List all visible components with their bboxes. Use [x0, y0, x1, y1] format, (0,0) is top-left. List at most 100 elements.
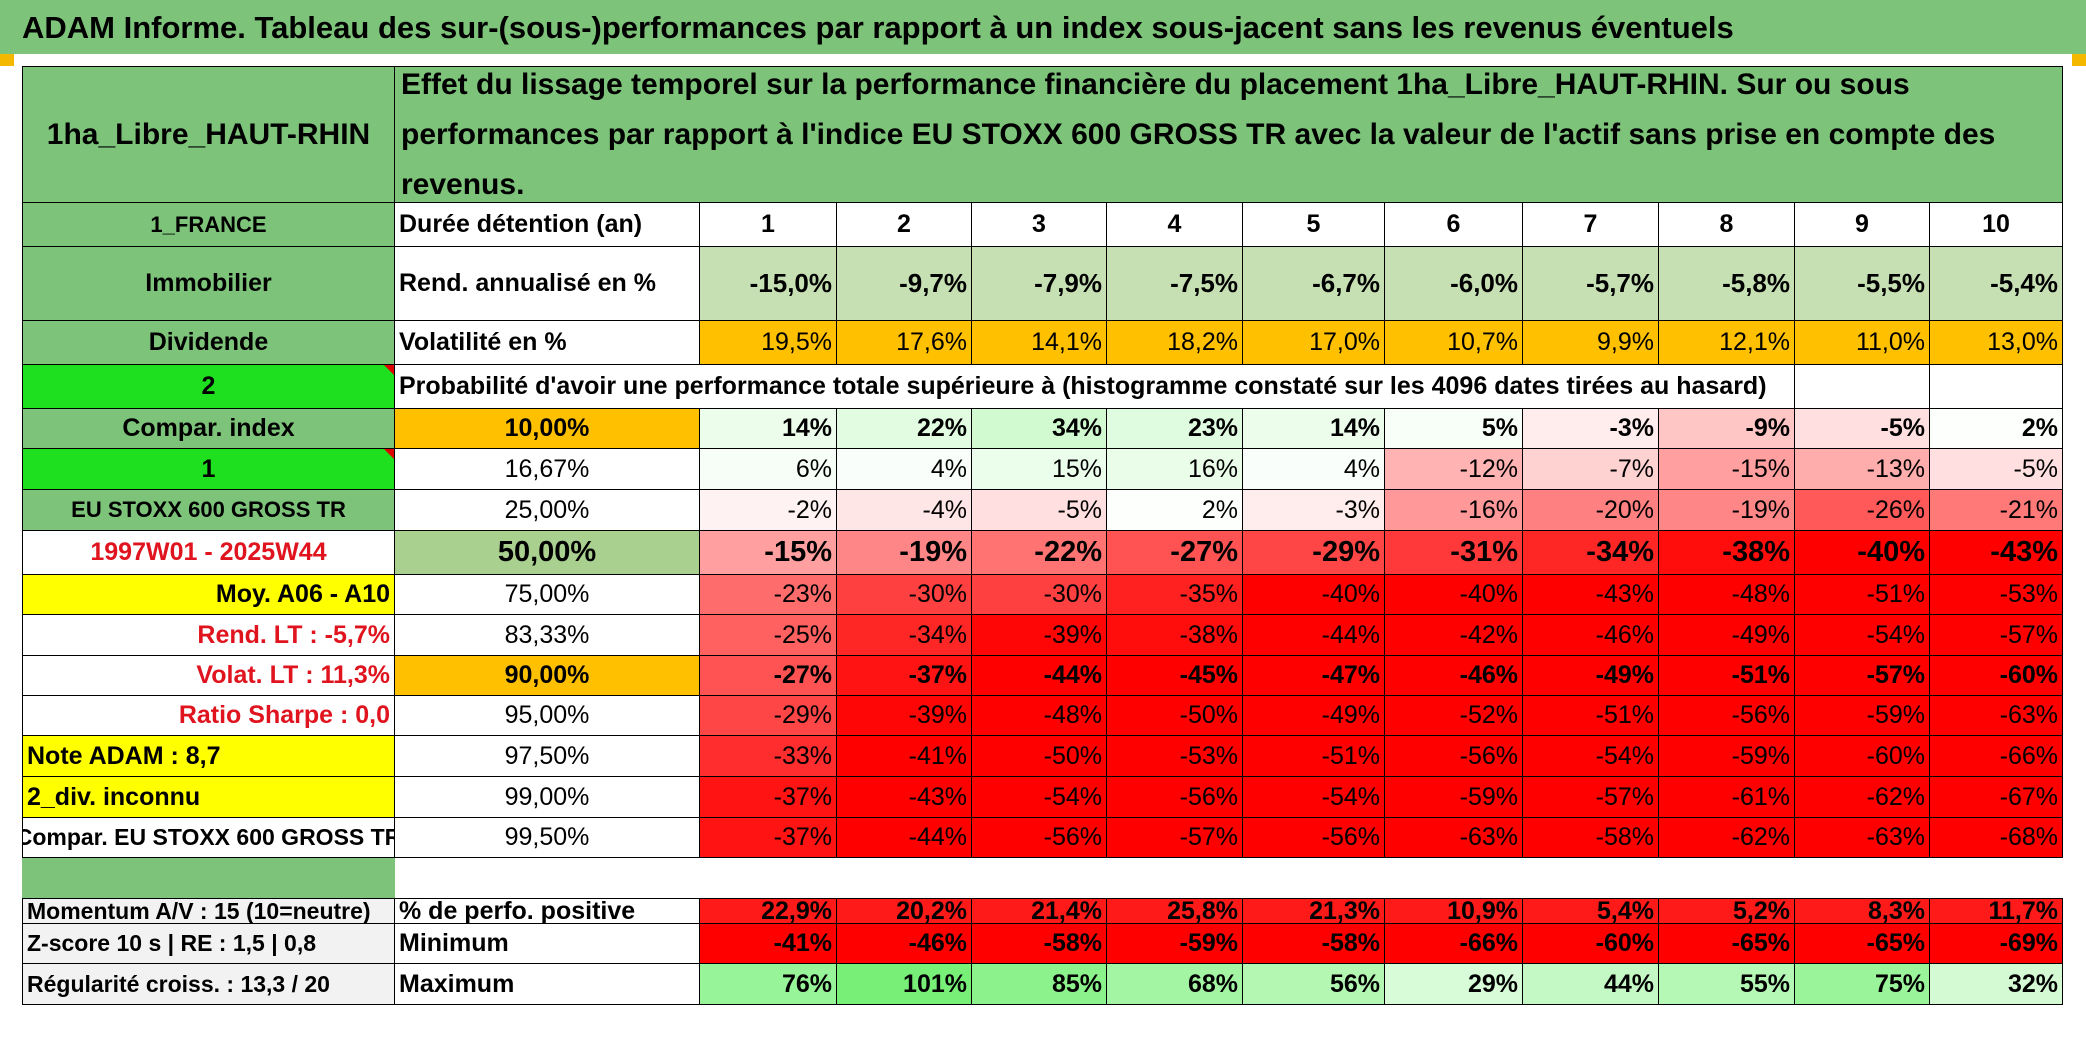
percentile-value: -46% — [1523, 615, 1659, 656]
duration-label: Durée détention (an) — [395, 203, 700, 247]
percentile-value: -49% — [1659, 615, 1795, 656]
percentile-value: -44% — [1243, 615, 1385, 656]
percentile-value: -61% — [1659, 777, 1795, 818]
percentile-value: -45% — [1107, 656, 1243, 696]
percentile-value: -43% — [837, 777, 972, 818]
percentile-label: 25,00% — [395, 490, 700, 531]
percentile-value: -59% — [1659, 736, 1795, 777]
summary-value: 56% — [1243, 964, 1385, 1005]
percentile-value: -47% — [1243, 656, 1385, 696]
percentile-value: -43% — [1930, 531, 2063, 575]
percentile-value: -57% — [1930, 615, 2063, 656]
return-value: -6,0% — [1385, 247, 1523, 321]
percentile-value: -31% — [1385, 531, 1523, 575]
summary-value: -58% — [972, 924, 1107, 964]
percentile-value: -23% — [700, 575, 837, 615]
left-label: 1 — [22, 449, 395, 490]
percentile-value: -51% — [1243, 736, 1385, 777]
year-header: 1 — [700, 203, 837, 247]
percentile-value: -42% — [1385, 615, 1523, 656]
percentile-value: -56% — [1659, 696, 1795, 736]
percentile-value: 22% — [837, 409, 972, 449]
year-header: 10 — [1930, 203, 2063, 247]
return-value: -9,7% — [837, 247, 972, 321]
return-value: -5,5% — [1795, 247, 1930, 321]
return-label: Rend. annualisé en % — [395, 247, 700, 321]
probability-caption: Probabilité d'avoir une performance tota… — [395, 365, 1795, 409]
summary-value: 10,9% — [1385, 898, 1523, 924]
summary-value: 75% — [1795, 964, 1930, 1005]
summary-value: -58% — [1243, 924, 1385, 964]
volatility-value: 17,6% — [837, 321, 972, 365]
title-divider — [0, 54, 2086, 66]
volatility-value: 18,2% — [1107, 321, 1243, 365]
percentile-value: -3% — [1243, 490, 1385, 531]
summary-value: 29% — [1385, 964, 1523, 1005]
percentile-value: -40% — [1385, 575, 1523, 615]
percentile-value: -59% — [1385, 777, 1523, 818]
percentile-value: -34% — [1523, 531, 1659, 575]
percentile-value: -62% — [1659, 818, 1795, 858]
percentile-value: -29% — [1243, 531, 1385, 575]
percentile-value: -5% — [1795, 409, 1930, 449]
left-label: Note ADAM : 8,7 — [22, 736, 395, 777]
percentile-value: 14% — [700, 409, 837, 449]
percentile-value: -63% — [1930, 696, 2063, 736]
summary-value: 20,2% — [837, 898, 972, 924]
percentile-value: 14% — [1243, 409, 1385, 449]
empty-cell — [1930, 365, 2063, 409]
percentile-value: -49% — [1523, 656, 1659, 696]
summary-value: 85% — [972, 964, 1107, 1005]
summary-row-label: Minimum — [395, 924, 700, 964]
percentile-value: -54% — [1523, 736, 1659, 777]
report-title: ADAM Informe. Tableau des sur-(sous-)per… — [0, 0, 2086, 54]
percentile-value: -30% — [837, 575, 972, 615]
summary-value: 21,3% — [1243, 898, 1385, 924]
percentile-label: 95,00% — [395, 696, 700, 736]
summary-value: 21,4% — [972, 898, 1107, 924]
summary-value: 5,2% — [1659, 898, 1795, 924]
left-label: Moy. A06 - A10 — [22, 575, 395, 615]
return-value: -6,7% — [1243, 247, 1385, 321]
summary-value: 76% — [700, 964, 837, 1005]
percentile-label: 97,50% — [395, 736, 700, 777]
left-label: Volat. LT : 11,3% — [22, 656, 395, 696]
percentile-value: -51% — [1523, 696, 1659, 736]
percentile-value: -63% — [1385, 818, 1523, 858]
summary-value: 32% — [1930, 964, 2063, 1005]
year-header: 3 — [972, 203, 1107, 247]
left-label: Compar. index — [22, 409, 395, 449]
year-header: 9 — [1795, 203, 1930, 247]
percentile-value: 16% — [1107, 449, 1243, 490]
percentile-value: -54% — [972, 777, 1107, 818]
summary-value: -59% — [1107, 924, 1243, 964]
percentile-value: -58% — [1523, 818, 1659, 858]
percentile-value: -40% — [1795, 531, 1930, 575]
percentile-value: -5% — [972, 490, 1107, 531]
left-label: Compar. EU STOXX 600 GROSS TR — [22, 818, 395, 858]
summary-value: 44% — [1523, 964, 1659, 1005]
percentile-value: -4% — [837, 490, 972, 531]
empty-cell — [1795, 365, 1930, 409]
percentile-label: 75,00% — [395, 575, 700, 615]
volatility-value: 14,1% — [972, 321, 1107, 365]
percentile-value: -27% — [700, 656, 837, 696]
return-value: -5,7% — [1523, 247, 1659, 321]
percentile-value: -9% — [1659, 409, 1795, 449]
summary-value: 8,3% — [1795, 898, 1930, 924]
summary-value: -46% — [837, 924, 972, 964]
percentile-label: 99,50% — [395, 818, 700, 858]
year-header: 2 — [837, 203, 972, 247]
percentile-value: -52% — [1385, 696, 1523, 736]
percentile-value: 4% — [837, 449, 972, 490]
percentile-value: -20% — [1523, 490, 1659, 531]
percentile-value: -15% — [1659, 449, 1795, 490]
year-header: 6 — [1385, 203, 1523, 247]
percentile-value: -50% — [1107, 696, 1243, 736]
percentile-value: -57% — [1795, 656, 1930, 696]
summary-value: 68% — [1107, 964, 1243, 1005]
volatility-value: 13,0% — [1930, 321, 2063, 365]
percentile-value: 5% — [1385, 409, 1523, 449]
percentile-label: 16,67% — [395, 449, 700, 490]
percentile-value: -30% — [972, 575, 1107, 615]
